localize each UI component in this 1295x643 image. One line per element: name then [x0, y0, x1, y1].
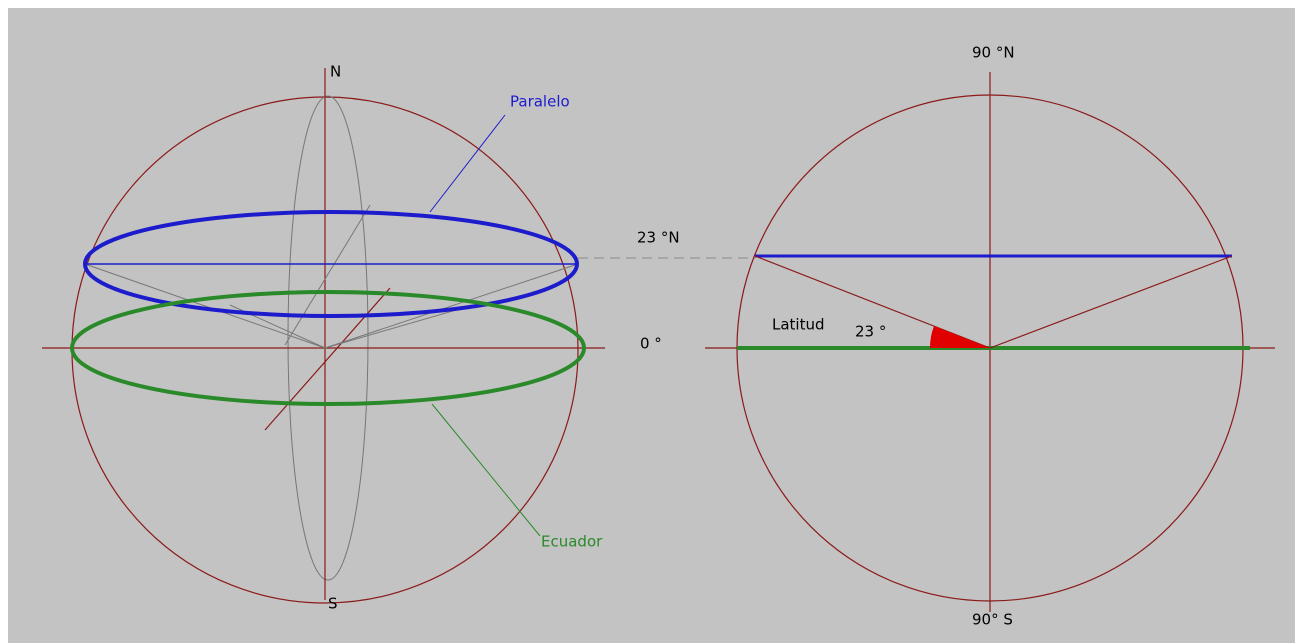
parallel-label: Paralelo [510, 93, 570, 111]
radius-line [989, 255, 1233, 349]
equator-leader [431, 403, 541, 537]
latitude-angle [929, 326, 990, 348]
tilted-axis-upper [284, 204, 371, 346]
background [8, 8, 1295, 643]
equator-latitude-label: 0 ° [640, 335, 662, 353]
equator-ellipse [70, 290, 586, 406]
cone-line [84, 263, 326, 349]
latitude-label: Latitud [772, 316, 825, 334]
cone-line [324, 305, 471, 349]
angle-label: 23 ° [855, 323, 886, 341]
cone-line [324, 263, 579, 349]
parallel-latitude-label: 23 °N [637, 229, 680, 247]
south-pole-label: 90° S [972, 611, 1013, 629]
tilted-axis [264, 287, 391, 431]
parallel-leader [429, 114, 506, 213]
meridian [287, 95, 369, 581]
south-label: S [328, 595, 338, 613]
north-label: N [330, 63, 341, 81]
north-pole-label: 90 °N [972, 44, 1015, 62]
equator-label: Ecuador [541, 533, 603, 551]
